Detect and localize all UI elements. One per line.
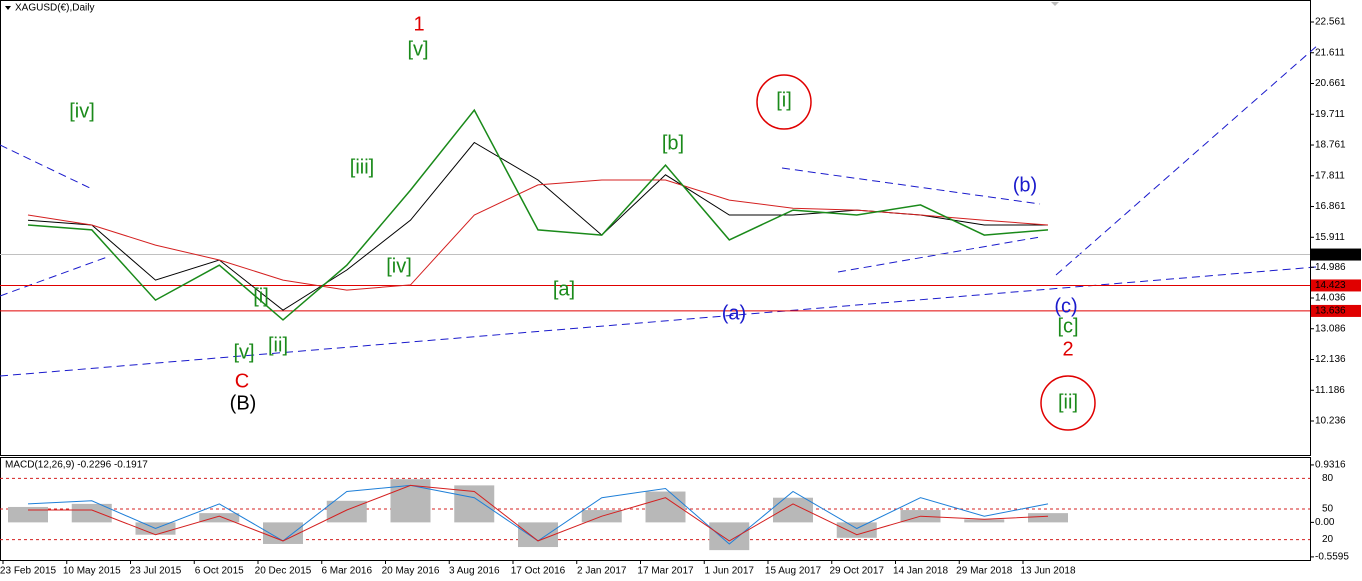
price-label-bg — [1311, 304, 1361, 317]
x-tick-label: 23 Jul 2015 — [130, 566, 182, 577]
wave-label: 2 — [1062, 338, 1073, 360]
y-tick-label: 11.186 — [1315, 385, 1345, 396]
price-label: 15.378 — [1315, 249, 1346, 260]
y-tick-label: 21.611 — [1315, 47, 1345, 58]
y-tick-label: 10.236 — [1315, 416, 1346, 427]
wave-label: 1 — [413, 13, 424, 35]
histogram-bar — [773, 497, 813, 523]
y-tick-label: 14.986 — [1315, 262, 1346, 273]
wave-label: [i] — [253, 285, 269, 307]
y-tick-label: 22.561 — [1315, 17, 1346, 28]
y-tick-label: 19.711 — [1315, 109, 1345, 120]
circles — [756, 74, 1096, 431]
y2-tick-label: 80 — [1322, 473, 1334, 484]
histogram-bar — [836, 522, 877, 538]
x-tick-label: 3 Aug 2016 — [449, 566, 500, 577]
macd-title: MACD(12,26,9) -0.2296 -0.1917 — [5, 460, 148, 471]
trend-lines — [0, 44, 1319, 377]
x-tick-label: 13 Jun 2018 — [1020, 566, 1075, 577]
price-label-bg — [1311, 279, 1361, 292]
price-label: 13.636 — [1315, 306, 1346, 317]
wave-label: [v] — [233, 341, 254, 363]
price-label: 14.423 — [1315, 280, 1346, 291]
histogram-bar — [326, 500, 367, 523]
y2-tick-label: 50 — [1322, 504, 1334, 515]
wave-label: (c) — [1054, 295, 1077, 317]
x-tick-label: 6 Mar 2016 — [321, 566, 372, 577]
x-tick-label: 20 May 2016 — [382, 566, 440, 577]
histogram-bar — [709, 522, 750, 551]
x-tick-label: 10 May 2015 — [63, 566, 121, 577]
macd-series — [28, 484, 1049, 542]
y-tick-label: 18.761 — [1315, 140, 1346, 151]
menu-arrow — [5, 6, 11, 10]
y-tick-label: 20.661 — [1315, 78, 1346, 89]
wave-label: [b] — [662, 132, 684, 154]
y-tick-label: -0.5595 — [1315, 552, 1349, 563]
wave-label: [ii] — [268, 334, 288, 356]
x-tick-label: 29 Mar 2018 — [956, 566, 1013, 577]
y-tick-label: 16.861 — [1315, 201, 1346, 212]
chart-title: XAGUSD(€),Daily — [15, 3, 94, 14]
wave-label: [iii] — [350, 156, 374, 178]
wave-label: (B) — [230, 392, 257, 414]
wave-label: [i] — [776, 89, 792, 111]
histogram-bar — [518, 522, 558, 548]
wave-label: [c] — [1057, 315, 1078, 337]
y-tick-label: 17.811 — [1315, 170, 1345, 181]
wave-label: (a) — [722, 302, 746, 324]
y-tick-label: 0.00 — [1315, 517, 1335, 528]
wave-label: C — [235, 370, 249, 392]
wave-label: [v] — [407, 38, 428, 60]
histogram-bar — [964, 519, 1005, 523]
y-tick-label: 14.036 — [1315, 293, 1346, 304]
y-tick-label: 12.136 — [1315, 354, 1346, 365]
histogram-bar — [71, 503, 112, 523]
y-tick-label: 0.9316 — [1315, 460, 1346, 471]
histogram-bar — [199, 513, 240, 523]
wave-label: [ii] — [1058, 391, 1078, 413]
wave-label: [a] — [553, 278, 575, 300]
x-tick-label: 14 Jan 2018 — [893, 566, 948, 577]
x-tick-label: 17 Mar 2017 — [637, 566, 694, 577]
wave-label: [iv] — [386, 255, 412, 277]
histogram-bar — [263, 522, 303, 544]
x-tick-label: 29 Oct 2017 — [830, 566, 885, 577]
x-tick-label: 20 Dec 2015 — [255, 566, 312, 577]
histogram-bar — [454, 485, 495, 523]
price-label-bg — [1311, 248, 1361, 261]
x-tick-label: 23 Feb 2015 — [0, 566, 57, 577]
main-panel — [0, 0, 1311, 456]
y-tick-label: 15.911 — [1315, 232, 1345, 243]
x-tick-label: 17 Oct 2016 — [511, 566, 566, 577]
price-series — [27, 108, 1049, 321]
wave-label: [iv] — [69, 100, 95, 122]
y-tick-label: 13.086 — [1315, 323, 1346, 334]
histogram-bar — [1028, 513, 1068, 523]
histogram-bar — [8, 506, 48, 523]
x-tick-label: 15 Aug 2017 — [765, 566, 822, 577]
wave-label: (b) — [1013, 174, 1037, 196]
price-series — [27, 179, 1049, 291]
x-tick-label: 1 Jun 2017 — [705, 566, 755, 577]
scroll-marker — [1051, 2, 1059, 6]
x-tick-label: 2 Jan 2017 — [577, 566, 627, 577]
x-tick-label: 6 Oct 2015 — [195, 566, 244, 577]
y2-tick-label: 20 — [1322, 534, 1334, 545]
